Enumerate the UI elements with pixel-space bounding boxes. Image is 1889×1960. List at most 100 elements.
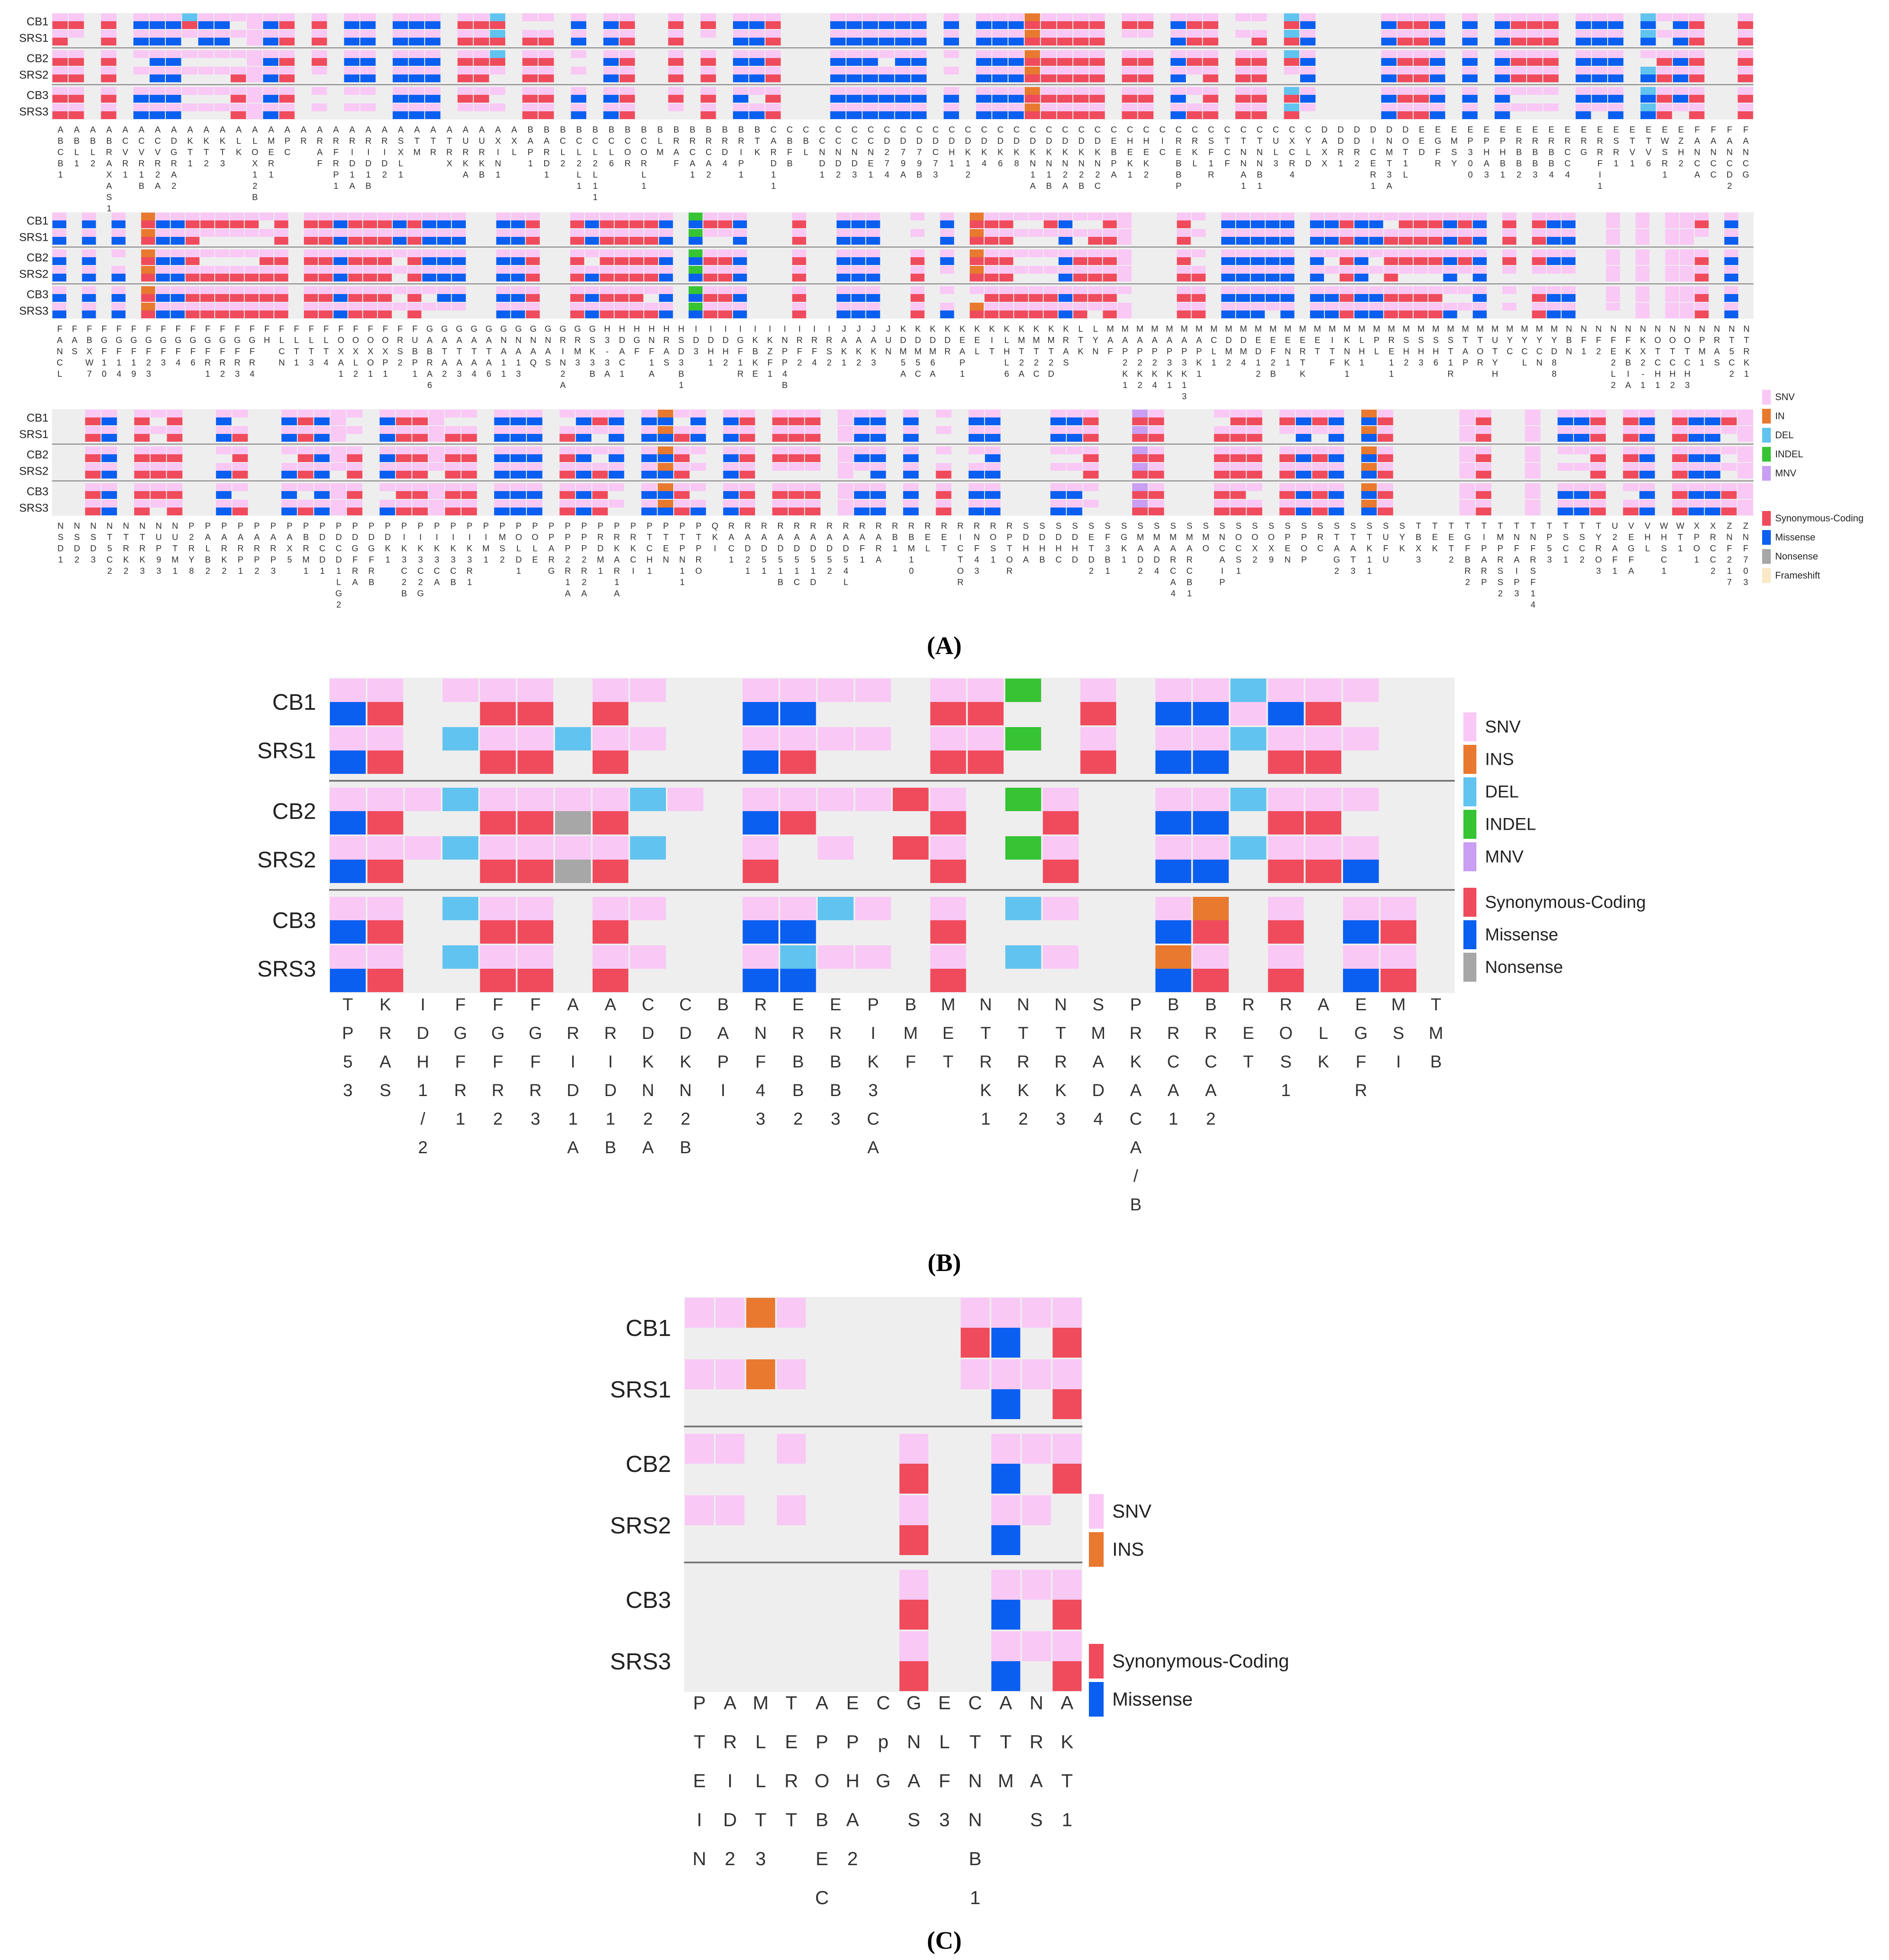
cell-mark-missense [1280, 237, 1295, 245]
cell-mark-missense [1354, 257, 1369, 265]
cell-mark-missense [603, 95, 619, 103]
gene-label-char: C [835, 136, 841, 146]
gene-label-char: A [664, 347, 670, 356]
cell-mark-snv [911, 303, 925, 310]
cell-mark-missense [452, 220, 466, 228]
gene-label-char: C [284, 148, 290, 157]
cell-background [822, 229, 836, 245]
gene-label-char: T [1387, 159, 1392, 168]
cell-mark-synonymous-coding [570, 274, 584, 281]
gene-label-char: F [161, 324, 166, 334]
cell-mark-synonymous-coding [538, 58, 554, 66]
cell-srs3-flcn [274, 303, 288, 318]
cell-background [881, 249, 895, 265]
gene-label-char: N [1256, 159, 1263, 168]
cell-mark-missense [344, 21, 360, 29]
cell-background [1316, 87, 1332, 103]
cell-mark-missense [82, 274, 96, 281]
cell-background [67, 229, 81, 245]
cell-mark-snv [733, 103, 749, 111]
cell-mark-snv [437, 303, 451, 310]
cell-mark-synonymous-coding [629, 220, 643, 228]
gene-label-char: 1 [949, 159, 954, 168]
cell-background [652, 67, 668, 82]
cell-mark-snv [1430, 30, 1445, 38]
cell-mark-missense [911, 38, 927, 45]
cell-mark-snv [571, 87, 587, 95]
cell-mark-snv [600, 286, 614, 294]
cell-cb2-ddr2 [1349, 50, 1364, 66]
cell-mark-synonymous-coding [701, 95, 716, 103]
row-label-cb2: CB2 [26, 251, 48, 264]
cell-mark-snv [984, 303, 999, 310]
gene-label-char: F [249, 324, 255, 334]
cell-mark-snv [1495, 30, 1510, 38]
cell-cb1-fgf14 [111, 213, 126, 228]
gene-label-char: D [981, 136, 987, 146]
cell-mark-snv [111, 286, 126, 294]
cell-mark-missense [911, 111, 927, 119]
gene-label-char: L [1306, 148, 1311, 157]
gene-label-char: L [1004, 358, 1009, 368]
cell-srs1-brca1 [684, 30, 700, 45]
cell-cb1-acvr2a [149, 13, 165, 29]
cell-mark-snv [156, 229, 170, 237]
cell-mark-snv [644, 286, 659, 294]
cell-srs1-cd274 [878, 30, 894, 45]
gene-label-char: C [619, 358, 625, 368]
gene-label-char: M [1314, 324, 1321, 334]
cell-cb3-fbxw7 [82, 286, 96, 302]
cell-srs1-chek2 [1138, 30, 1154, 45]
cell-mark-snv [701, 87, 716, 95]
cell-mark-snv [1381, 87, 1397, 95]
cell-background [684, 30, 700, 45]
cell-mark-snv [230, 13, 246, 21]
cell-mark-missense [1221, 310, 1235, 318]
cell-srs1-frs2 [393, 229, 407, 245]
cell-srs3-abraxas1 [101, 103, 116, 119]
cell-cb2-cdkn2c [1089, 50, 1105, 66]
cell-background [97, 213, 111, 228]
cell-background [684, 50, 700, 66]
gene-label-char: L [74, 148, 79, 157]
cell-mark-snv [1608, 67, 1624, 74]
cell-srs2-men1 [1280, 266, 1295, 281]
cell-cb1-foxp1 [378, 213, 392, 228]
gene-label-char: M [1107, 324, 1114, 334]
gene-label-char: P [738, 159, 744, 168]
gene-label-char: C [981, 125, 987, 135]
gene-label-char: 2 [146, 358, 151, 368]
cell-srs3-kdr [940, 303, 954, 318]
cell-srs3-kdm5c [911, 303, 925, 318]
gene-label-char: A [123, 125, 129, 135]
cell-mark-ins [1024, 30, 1040, 38]
cell-mark-snv [200, 303, 214, 310]
cell-mark-synonymous-coding [1397, 74, 1413, 82]
gene-label-char: A [284, 125, 291, 135]
cell-mark-snv [259, 213, 274, 220]
cell-cb3-gabra6 [422, 286, 436, 302]
cell-mark-missense [1462, 95, 1478, 103]
gene-label-char: K [1046, 148, 1052, 157]
gene-label-char: M [1033, 336, 1040, 345]
cell-cb1-gabra6 [422, 213, 436, 228]
cell-mark-snv [836, 303, 851, 310]
cell-srs1-aurkb [474, 30, 489, 45]
cell-srs2-ar [295, 67, 311, 82]
cell-mark-synonymous-coding [1203, 58, 1218, 66]
gene-label-char: E [1516, 125, 1522, 135]
cell-mark-snv [1673, 87, 1689, 95]
cell-background [587, 50, 603, 66]
cell-mark-synonymous-coding [1689, 21, 1705, 29]
gene-label-char: L [512, 148, 517, 157]
cell-srs3-fancg [1737, 103, 1753, 119]
cell-srs2-hdac1 [614, 266, 629, 281]
cell-mark-synonymous-coding [1073, 38, 1089, 45]
cell-mark-missense [895, 21, 911, 29]
cell-mark-snv [1511, 103, 1526, 111]
